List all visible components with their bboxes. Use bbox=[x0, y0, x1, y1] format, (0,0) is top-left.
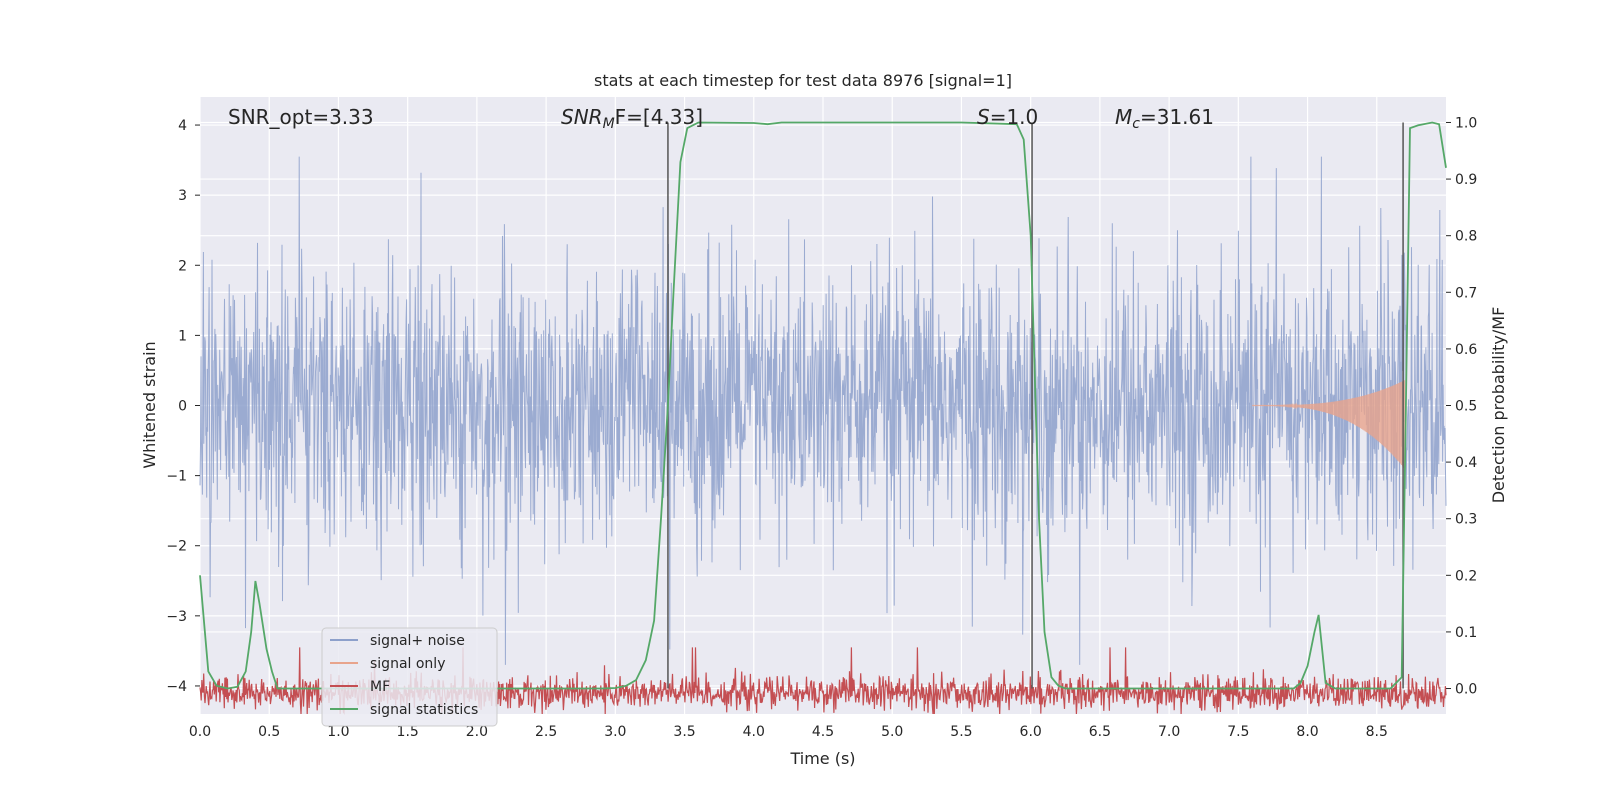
snr-mf-symbol: SNR bbox=[561, 105, 603, 129]
y2-tick-label: 0.5 bbox=[1455, 399, 1477, 415]
y-tick-label: −1 bbox=[166, 469, 187, 485]
y-tick-label: 1 bbox=[178, 328, 187, 344]
legend-label-signal-only: signal only bbox=[370, 656, 445, 672]
legend-label-stats: signal statistics bbox=[370, 702, 478, 718]
s-symbol: S bbox=[977, 105, 990, 129]
y2-tick-label: 0.9 bbox=[1455, 172, 1477, 188]
mc-value: =31.61 bbox=[1140, 105, 1214, 129]
x-tick-label: 2.5 bbox=[535, 724, 557, 740]
legend: signal+ noise signal only MF signal stat… bbox=[321, 627, 498, 727]
x-tick-label: 6.5 bbox=[1089, 724, 1111, 740]
s-value: =1.0 bbox=[990, 105, 1039, 129]
legend-box bbox=[321, 627, 498, 727]
y-tick-label: 0 bbox=[178, 399, 187, 415]
mc-symbol: M bbox=[1115, 105, 1132, 129]
mc-subscript: c bbox=[1132, 116, 1140, 132]
y-tick-label: −3 bbox=[166, 609, 187, 625]
signal-statistics-series bbox=[199, 121, 1447, 690]
y-tick-label: −4 bbox=[166, 679, 187, 695]
annotation-snr-opt: SNR_opt=3.33 bbox=[228, 105, 374, 129]
x-tick-label: 5.5 bbox=[950, 724, 972, 740]
x-tick-label: 8.0 bbox=[1296, 724, 1318, 740]
y-tick-label: −2 bbox=[166, 539, 187, 555]
y2-axis-label: Detection probability/MF bbox=[1489, 307, 1508, 504]
y2-tick-label: 0.0 bbox=[1455, 682, 1477, 698]
x-tick-label: 3.5 bbox=[673, 724, 695, 740]
x-tick-label: 7.0 bbox=[1158, 724, 1180, 740]
y-axis-label: Whitened strain bbox=[140, 341, 159, 468]
y2-tick-label: 0.8 bbox=[1455, 229, 1477, 245]
x-tick-label: 0.5 bbox=[258, 724, 280, 740]
legend-label-noise: signal+ noise bbox=[370, 633, 465, 649]
snr-mf-subscript: M bbox=[603, 116, 615, 132]
signal-only-series bbox=[1252, 380, 1406, 468]
x-tick-label: 1.0 bbox=[327, 724, 349, 740]
y2-tick-label: 1.0 bbox=[1455, 115, 1477, 131]
noise-line bbox=[199, 156, 1447, 665]
x-tick-label: 0.0 bbox=[189, 724, 211, 740]
y-tick-label: 3 bbox=[178, 188, 187, 204]
y-tick-label: 4 bbox=[178, 118, 187, 134]
x-tick-label: 4.0 bbox=[743, 724, 765, 740]
x-tick-label: 8.5 bbox=[1366, 724, 1388, 740]
x-tick-label: 6.0 bbox=[1020, 724, 1042, 740]
y2-tick-label: 0.2 bbox=[1455, 568, 1477, 584]
signal-statistics-line bbox=[199, 121, 1447, 690]
x-tick-label: 7.5 bbox=[1227, 724, 1249, 740]
annotation-mc: Mc=31.61 bbox=[1115, 105, 1214, 132]
y2-ticks: 0.0 0.1 0.2 0.3 0.4 0.5 0.6 0.7 0.8 0.9 1.0 bbox=[1446, 115, 1477, 698]
y2-tick-label: 0.4 bbox=[1455, 455, 1477, 471]
x-ticks: 0.0 0.5 1.0 1.5 2.0 2.5 3.0 3.5 4.0 4.5 5.0 5.5 6.0 6… bbox=[189, 724, 1388, 740]
y-tick-label: 2 bbox=[178, 258, 187, 274]
y2-tick-label: 0.7 bbox=[1455, 285, 1477, 301]
y2-tick-label: 0.6 bbox=[1455, 342, 1477, 358]
x-axis-label: Time (s) bbox=[789, 749, 855, 768]
x-tick-label: 1.5 bbox=[397, 724, 419, 740]
y2-tick-label: 0.1 bbox=[1455, 625, 1477, 641]
x-tick-label: 2.0 bbox=[466, 724, 488, 740]
snr-mf-value: F=[4.33] bbox=[615, 105, 703, 129]
signal-only-line bbox=[1252, 380, 1406, 468]
annotation-s: S=1.0 bbox=[977, 105, 1038, 129]
y-ticks: −4 −3 −2 −1 0 1 2 3 4 bbox=[166, 118, 200, 695]
chart-title: stats at each timestep for test data 897… bbox=[594, 71, 1012, 90]
x-tick-label: 4.5 bbox=[812, 724, 834, 740]
y2-tick-label: 0.3 bbox=[1455, 512, 1477, 528]
x-tick-label: 3.0 bbox=[604, 724, 626, 740]
signal-noise-series bbox=[199, 156, 1447, 665]
legend-label-mf: MF bbox=[370, 679, 390, 695]
annotation-snr-mf: SNRMF=[4.33] bbox=[561, 105, 703, 132]
x-tick-label: 5.0 bbox=[881, 724, 903, 740]
